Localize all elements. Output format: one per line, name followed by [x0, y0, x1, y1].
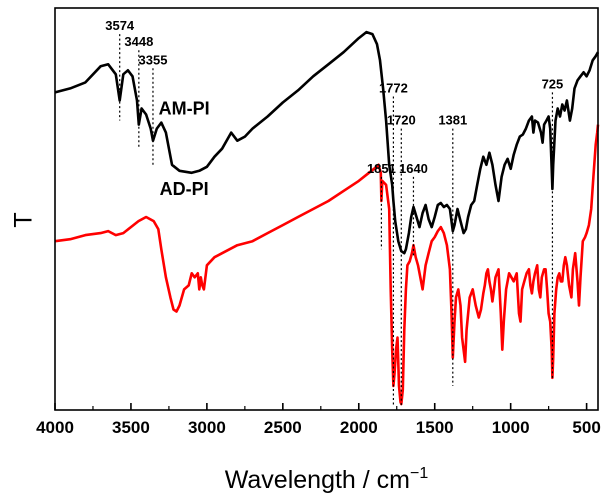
- x-tick-label-3000: 3000: [188, 418, 226, 437]
- series-label-am-pi: AM-PI: [159, 99, 210, 119]
- x-axis: 4000 3500 3000 2500 2000 1500 1000 500: [36, 403, 601, 437]
- annotation-label-1720: 1720: [387, 113, 416, 128]
- annotation-label-1851: 1851: [367, 161, 396, 176]
- plot-frame: [54, 7, 599, 411]
- x-axis-title-superscript: −1: [410, 465, 428, 482]
- x-tick-label-2000: 2000: [340, 418, 378, 437]
- annotation-label-3448: 3448: [124, 34, 153, 49]
- annotation-label-1640: 1640: [399, 161, 428, 176]
- annotation-label-725: 725: [542, 76, 564, 91]
- x-tick-label-1500: 1500: [416, 418, 454, 437]
- annotation-label-1772: 1772: [379, 80, 408, 95]
- x-tick-label-500: 500: [572, 418, 600, 437]
- series-label-ad-pi: AD-PI: [160, 179, 209, 199]
- x-axis-title: Wavelength / cm−1: [225, 465, 429, 494]
- y-axis-title: T: [10, 212, 38, 227]
- series-label-group: AM-PI AD-PI: [159, 99, 210, 199]
- x-tick-label-1000: 1000: [492, 418, 530, 437]
- series-line-am-pi: [54, 30, 600, 255]
- series-line-ad-pi: [54, 124, 600, 406]
- x-tick-label-4000: 4000: [36, 418, 74, 437]
- x-tick-label-2500: 2500: [264, 418, 302, 437]
- series-group: [54, 30, 600, 406]
- annotation-label-3355: 3355: [139, 52, 168, 67]
- x-tick-label-3500: 3500: [112, 418, 150, 437]
- annotation-label-3574: 3574: [105, 18, 135, 33]
- x-axis-title-main: Wavelength / cm: [225, 466, 410, 494]
- annotation-label-1381: 1381: [438, 113, 467, 128]
